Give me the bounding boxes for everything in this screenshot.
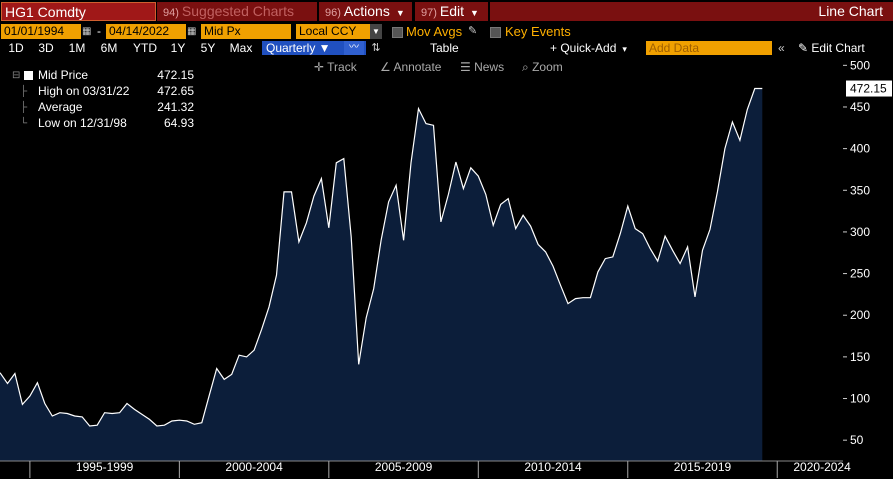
- period-1y-button[interactable]: 1Y: [170, 41, 186, 55]
- period-5y-button[interactable]: 5Y: [200, 41, 216, 55]
- table-button[interactable]: Table: [430, 41, 459, 55]
- series-area: [0, 88, 763, 461]
- period-1d-button[interactable]: 1D: [8, 41, 24, 55]
- actions-number: 96): [325, 7, 341, 19]
- last-value-box: [846, 80, 892, 97]
- legend-label: High on 03/31/22: [38, 84, 130, 98]
- quick-add-label: + Quick-Add: [550, 41, 617, 55]
- add-data-input[interactable]: Add Data: [646, 41, 772, 55]
- pencil-icon[interactable]: ✎: [468, 25, 478, 37]
- calendar-icon[interactable]: ▦: [82, 26, 92, 37]
- start-date-input[interactable]: 01/01/1994: [1, 24, 81, 39]
- pencil-icon: ✎: [798, 41, 812, 55]
- price-field-select[interactable]: Mid Px: [201, 24, 291, 39]
- window-title: Line Chart: [490, 2, 893, 21]
- legend-value: 472.15: [157, 68, 194, 82]
- collapse-icon[interactable]: «: [778, 41, 785, 55]
- legend-label: Mid Price: [38, 68, 89, 82]
- chart-style-icon[interactable]: ⇅: [371, 42, 381, 54]
- y-tick-label: 500: [850, 58, 870, 72]
- legend-high: ├ High on 03/31/22 472.65: [12, 84, 194, 99]
- last-value-label: 472.15: [850, 82, 887, 96]
- y-tick-label: 100: [850, 392, 870, 406]
- actions-menu-button[interactable]: 96) Actions ▼: [319, 2, 412, 21]
- annotate-icon: ∠: [380, 60, 394, 74]
- legend-value: 472.65: [157, 84, 194, 98]
- suggested-number: 94): [163, 7, 179, 19]
- edit-number: 97): [421, 7, 437, 19]
- date-separator: -: [97, 24, 101, 38]
- edit-menu-button[interactable]: 97) Edit ▼: [415, 2, 488, 21]
- legend-mid-price[interactable]: ⊟ Mid Price 472.15: [12, 68, 194, 83]
- calendar-icon[interactable]: ▦: [187, 26, 197, 37]
- chevron-down-icon: ▼: [395, 8, 405, 18]
- y-tick-label: 50: [850, 433, 864, 447]
- y-tick-label: 350: [850, 183, 870, 197]
- x-tick-label: 2010-2014: [524, 460, 582, 474]
- x-tick-label: 2020-2024: [793, 460, 851, 474]
- x-tick-label: 2000-2004: [225, 460, 283, 474]
- key-events-label: Key Events: [505, 24, 571, 39]
- plot-layer: 50 100 150 200 250 300 350 400 450 500 472.15 1995-…: [0, 58, 892, 478]
- y-tick-label: 150: [850, 350, 870, 364]
- x-tick-label: 2015-2019: [674, 460, 732, 474]
- frequency-select[interactable]: Quarterly ▼: [262, 41, 366, 55]
- end-date-input[interactable]: 04/14/2022: [106, 24, 186, 39]
- edit-label: Edit: [439, 3, 465, 19]
- legend-value: 64.93: [163, 116, 194, 130]
- zoom-tool[interactable]: ⌕ Zoom: [522, 60, 563, 75]
- tree-line-icon: ├: [20, 86, 28, 97]
- period-max-button[interactable]: Max: [229, 41, 253, 55]
- legend-average: ├ Average 241.32: [12, 100, 194, 115]
- line-chart-icon[interactable]: 〰: [344, 41, 364, 55]
- zoom-label: Zoom: [532, 60, 563, 74]
- annotate-tool[interactable]: ∠ Annotate: [380, 60, 441, 75]
- crosshair-icon: ✛: [314, 60, 328, 74]
- chevron-down-icon: ▾: [622, 44, 627, 54]
- series-swatch: [24, 71, 33, 80]
- mov-avgs-checkbox[interactable]: [392, 27, 403, 38]
- mov-avgs-label: Mov Avgs: [406, 24, 463, 39]
- news-label: News: [474, 60, 505, 74]
- period-1m-button[interactable]: 1M: [68, 41, 86, 55]
- legend-label: Low on 12/31/98: [38, 116, 127, 130]
- suggested-charts-button[interactable]: 94) Suggested Charts: [157, 2, 317, 21]
- news-icon: ☰: [460, 60, 475, 74]
- key-events-checkbox[interactable]: [490, 27, 501, 38]
- legend-label: Average: [38, 100, 83, 114]
- news-tool[interactable]: ☰ News: [460, 60, 504, 75]
- track-tool[interactable]: ✛ Track: [314, 60, 357, 75]
- zoom-icon: ⌕: [522, 60, 533, 74]
- chevron-down-icon[interactable]: ▼: [370, 24, 382, 39]
- period-6m-button[interactable]: 6M: [100, 41, 118, 55]
- series-line: [0, 87, 763, 427]
- period-3d-button[interactable]: 3D: [38, 41, 54, 55]
- y-tick-label: 200: [850, 308, 870, 322]
- actions-label: Actions: [343, 3, 390, 19]
- edit-chart-label: Edit Chart: [811, 41, 865, 55]
- x-tick-label: 2005-2009: [375, 460, 433, 474]
- suggested-label: Suggested Charts: [181, 3, 294, 19]
- track-label: Track: [327, 60, 357, 74]
- y-tick-label: 300: [850, 225, 870, 239]
- edit-chart-button[interactable]: ✎ Edit Chart: [798, 41, 865, 55]
- quick-add-button[interactable]: + Quick-Add ▾: [550, 41, 627, 55]
- legend-collapse-icon[interactable]: ⊟: [12, 70, 21, 81]
- chart-legend: ⊟ Mid Price 472.15 ├ High on 03/31/22 47…: [12, 68, 194, 136]
- y-tick-label: 400: [850, 142, 870, 156]
- y-tick-label: 250: [850, 267, 870, 281]
- x-tick-label: 1995-1999: [76, 460, 134, 474]
- tree-line-icon: └: [20, 118, 28, 129]
- average-marker-icon: ├: [20, 102, 28, 113]
- ticker-field[interactable]: HG1 Comdty: [1, 2, 156, 21]
- currency-select[interactable]: Local CCY: [296, 24, 370, 39]
- legend-value: 241.32: [157, 100, 194, 114]
- period-ytd-button[interactable]: YTD: [133, 41, 157, 55]
- y-tick-label: 450: [850, 100, 870, 114]
- annotate-label: Annotate: [393, 60, 442, 74]
- legend-low: └ Low on 12/31/98 64.93: [12, 116, 194, 131]
- chevron-down-icon: ▼: [470, 8, 479, 18]
